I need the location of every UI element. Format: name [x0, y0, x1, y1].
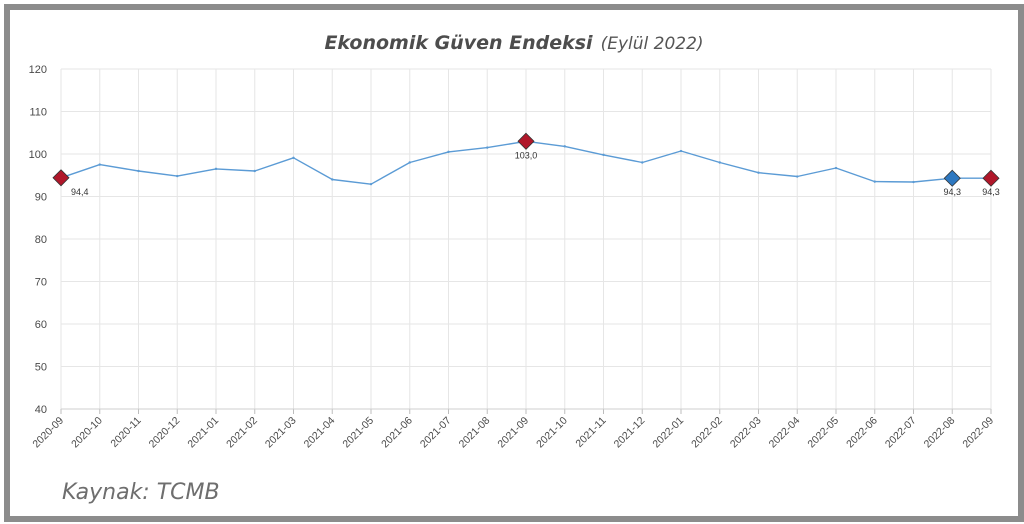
- highlight-marker: [517, 132, 535, 150]
- highlight-marker: [943, 169, 961, 187]
- x-tick-label: 2022-02: [689, 415, 725, 451]
- data-point: [176, 174, 179, 178]
- x-tick-label: 2021-07: [418, 415, 454, 451]
- x-tick-label: 2021-05: [340, 415, 376, 451]
- data-point: [214, 167, 218, 171]
- x-tick-label: 2022-04: [767, 415, 803, 451]
- x-tick-label: 2020-09: [30, 415, 66, 451]
- chart-title: Ekonomik Güven Endeksi: [324, 32, 593, 54]
- data-point: [873, 180, 876, 183]
- data-point: [447, 150, 450, 154]
- y-tick-label: 80: [35, 234, 47, 246]
- data-point: [253, 169, 256, 173]
- x-tick-label: 2021-02: [224, 415, 260, 451]
- source-label: Kaynak: TCMB: [62, 480, 220, 505]
- x-tick-label: 2021-04: [302, 415, 338, 451]
- data-point: [834, 166, 838, 170]
- chart-subtitle: (Eylül 2022): [600, 34, 704, 54]
- y-tick-label: 70: [35, 277, 47, 289]
- y-tick-label: 120: [29, 64, 47, 76]
- x-tick-label: 2022-07: [883, 415, 919, 451]
- data-point: [486, 146, 489, 149]
- chart-frame: Ekonomik Güven Endeksi (Eylül 2022): [4, 4, 1024, 522]
- x-tick-label: 2021-10: [534, 415, 570, 451]
- x-tick-label: 2020-10: [69, 415, 105, 451]
- x-tick-label: 2020-12: [147, 415, 183, 451]
- data-point: [912, 180, 915, 184]
- chart-title-block: Ekonomik Güven Endeksi (Eylül 2022): [10, 32, 1018, 54]
- data-label: 94,3: [982, 187, 1000, 197]
- x-tick-label: 2022-08: [922, 415, 958, 451]
- data-point: [292, 156, 295, 160]
- data-point: [641, 161, 644, 164]
- x-tick-label: 2022-09: [960, 415, 996, 451]
- data-point: [369, 182, 373, 186]
- data-point: [679, 149, 683, 153]
- highlight-marker: [982, 169, 1000, 187]
- x-tick-label: 2020-11: [108, 415, 143, 450]
- x-tick-label: 2022-06: [844, 415, 880, 451]
- data-point: [331, 178, 334, 181]
- x-tick-label: 2021-08: [457, 415, 493, 451]
- data-point: [602, 153, 605, 157]
- data-point: [98, 163, 101, 166]
- x-tick-label: 2021-06: [379, 415, 415, 451]
- data-label: 103,0: [515, 150, 538, 160]
- data-point: [408, 161, 411, 164]
- x-tick-label: 2022-05: [805, 415, 841, 451]
- data-point: [757, 171, 760, 174]
- highlight-marker: [52, 169, 70, 187]
- y-tick-label: 60: [35, 319, 47, 331]
- y-tick-label: 90: [35, 192, 47, 204]
- data-point: [796, 175, 799, 178]
- x-tick-label: 2021-09: [495, 415, 531, 451]
- data-point: [137, 169, 140, 173]
- data-point: [718, 161, 721, 164]
- x-tick-label: 2021-01: [185, 415, 221, 451]
- x-tick-label: 2021-12: [612, 415, 648, 451]
- x-tick-label: 2021-03: [263, 415, 299, 451]
- data-point: [563, 145, 566, 148]
- y-tick-label: 110: [29, 107, 47, 119]
- x-tick-label: 2021-11: [573, 415, 608, 450]
- x-tick-label: 2022-01: [650, 415, 686, 451]
- y-tick-label: 40: [35, 404, 47, 416]
- y-tick-label: 100: [29, 149, 47, 161]
- data-label: 94,4: [71, 187, 89, 197]
- data-label: 94,3: [943, 187, 961, 197]
- x-tick-label: 2022-03: [728, 415, 764, 451]
- y-tick-label: 50: [35, 362, 47, 374]
